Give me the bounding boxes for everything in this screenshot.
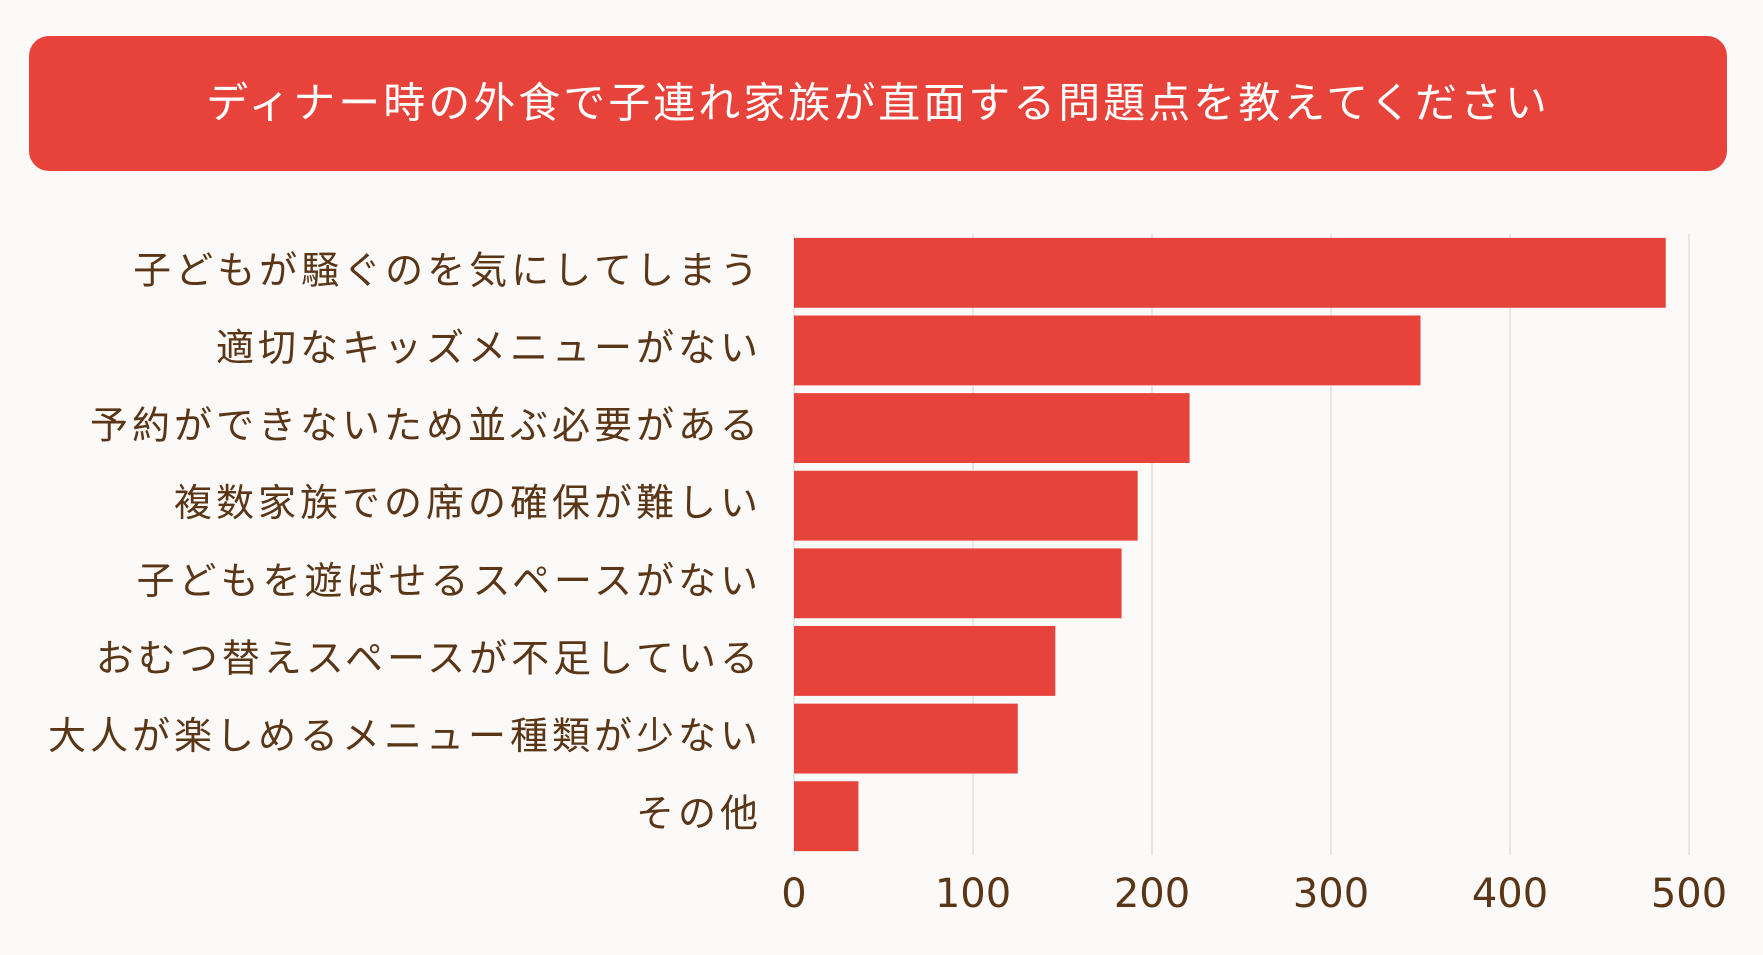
title-banner [29, 36, 1727, 171]
bar [794, 626, 1056, 696]
x-tick-label: 400 [1472, 871, 1548, 917]
bar [794, 548, 1122, 619]
bar [794, 781, 859, 852]
bar [794, 237, 1666, 308]
x-tick-label: 200 [1114, 871, 1190, 917]
y-tick-label: 予約ができないため並ぶ必要がある [90, 404, 762, 448]
bar [794, 393, 1190, 463]
y-tick-label: 子どもを遊ばせるスペースがない [137, 559, 762, 603]
chart-title: ディナー時の外食で子連れ家族が直面する問題点を教えてください [206, 79, 1550, 128]
x-tick-label: 100 [935, 871, 1011, 917]
bar [794, 703, 1018, 774]
y-tick-label: おむつ替えスペースが不足している [96, 636, 762, 680]
x-tick-label: 300 [1293, 871, 1369, 917]
bar [794, 470, 1138, 541]
x-tick-label: 500 [1651, 871, 1727, 917]
y-tick-label: 大人が楽しめるメニュー種類が少ない [48, 714, 762, 758]
x-tick-label: 0 [781, 871, 806, 917]
bar [794, 315, 1421, 386]
y-tick-label: 複数家族での席の確保が難しい [174, 481, 762, 525]
y-tick-label: その他 [636, 792, 762, 836]
y-tick-label: 子どもが騒ぐのを気にしてしまう [133, 248, 762, 292]
y-tick-label: 適切なキッズメニューがない [216, 326, 762, 370]
